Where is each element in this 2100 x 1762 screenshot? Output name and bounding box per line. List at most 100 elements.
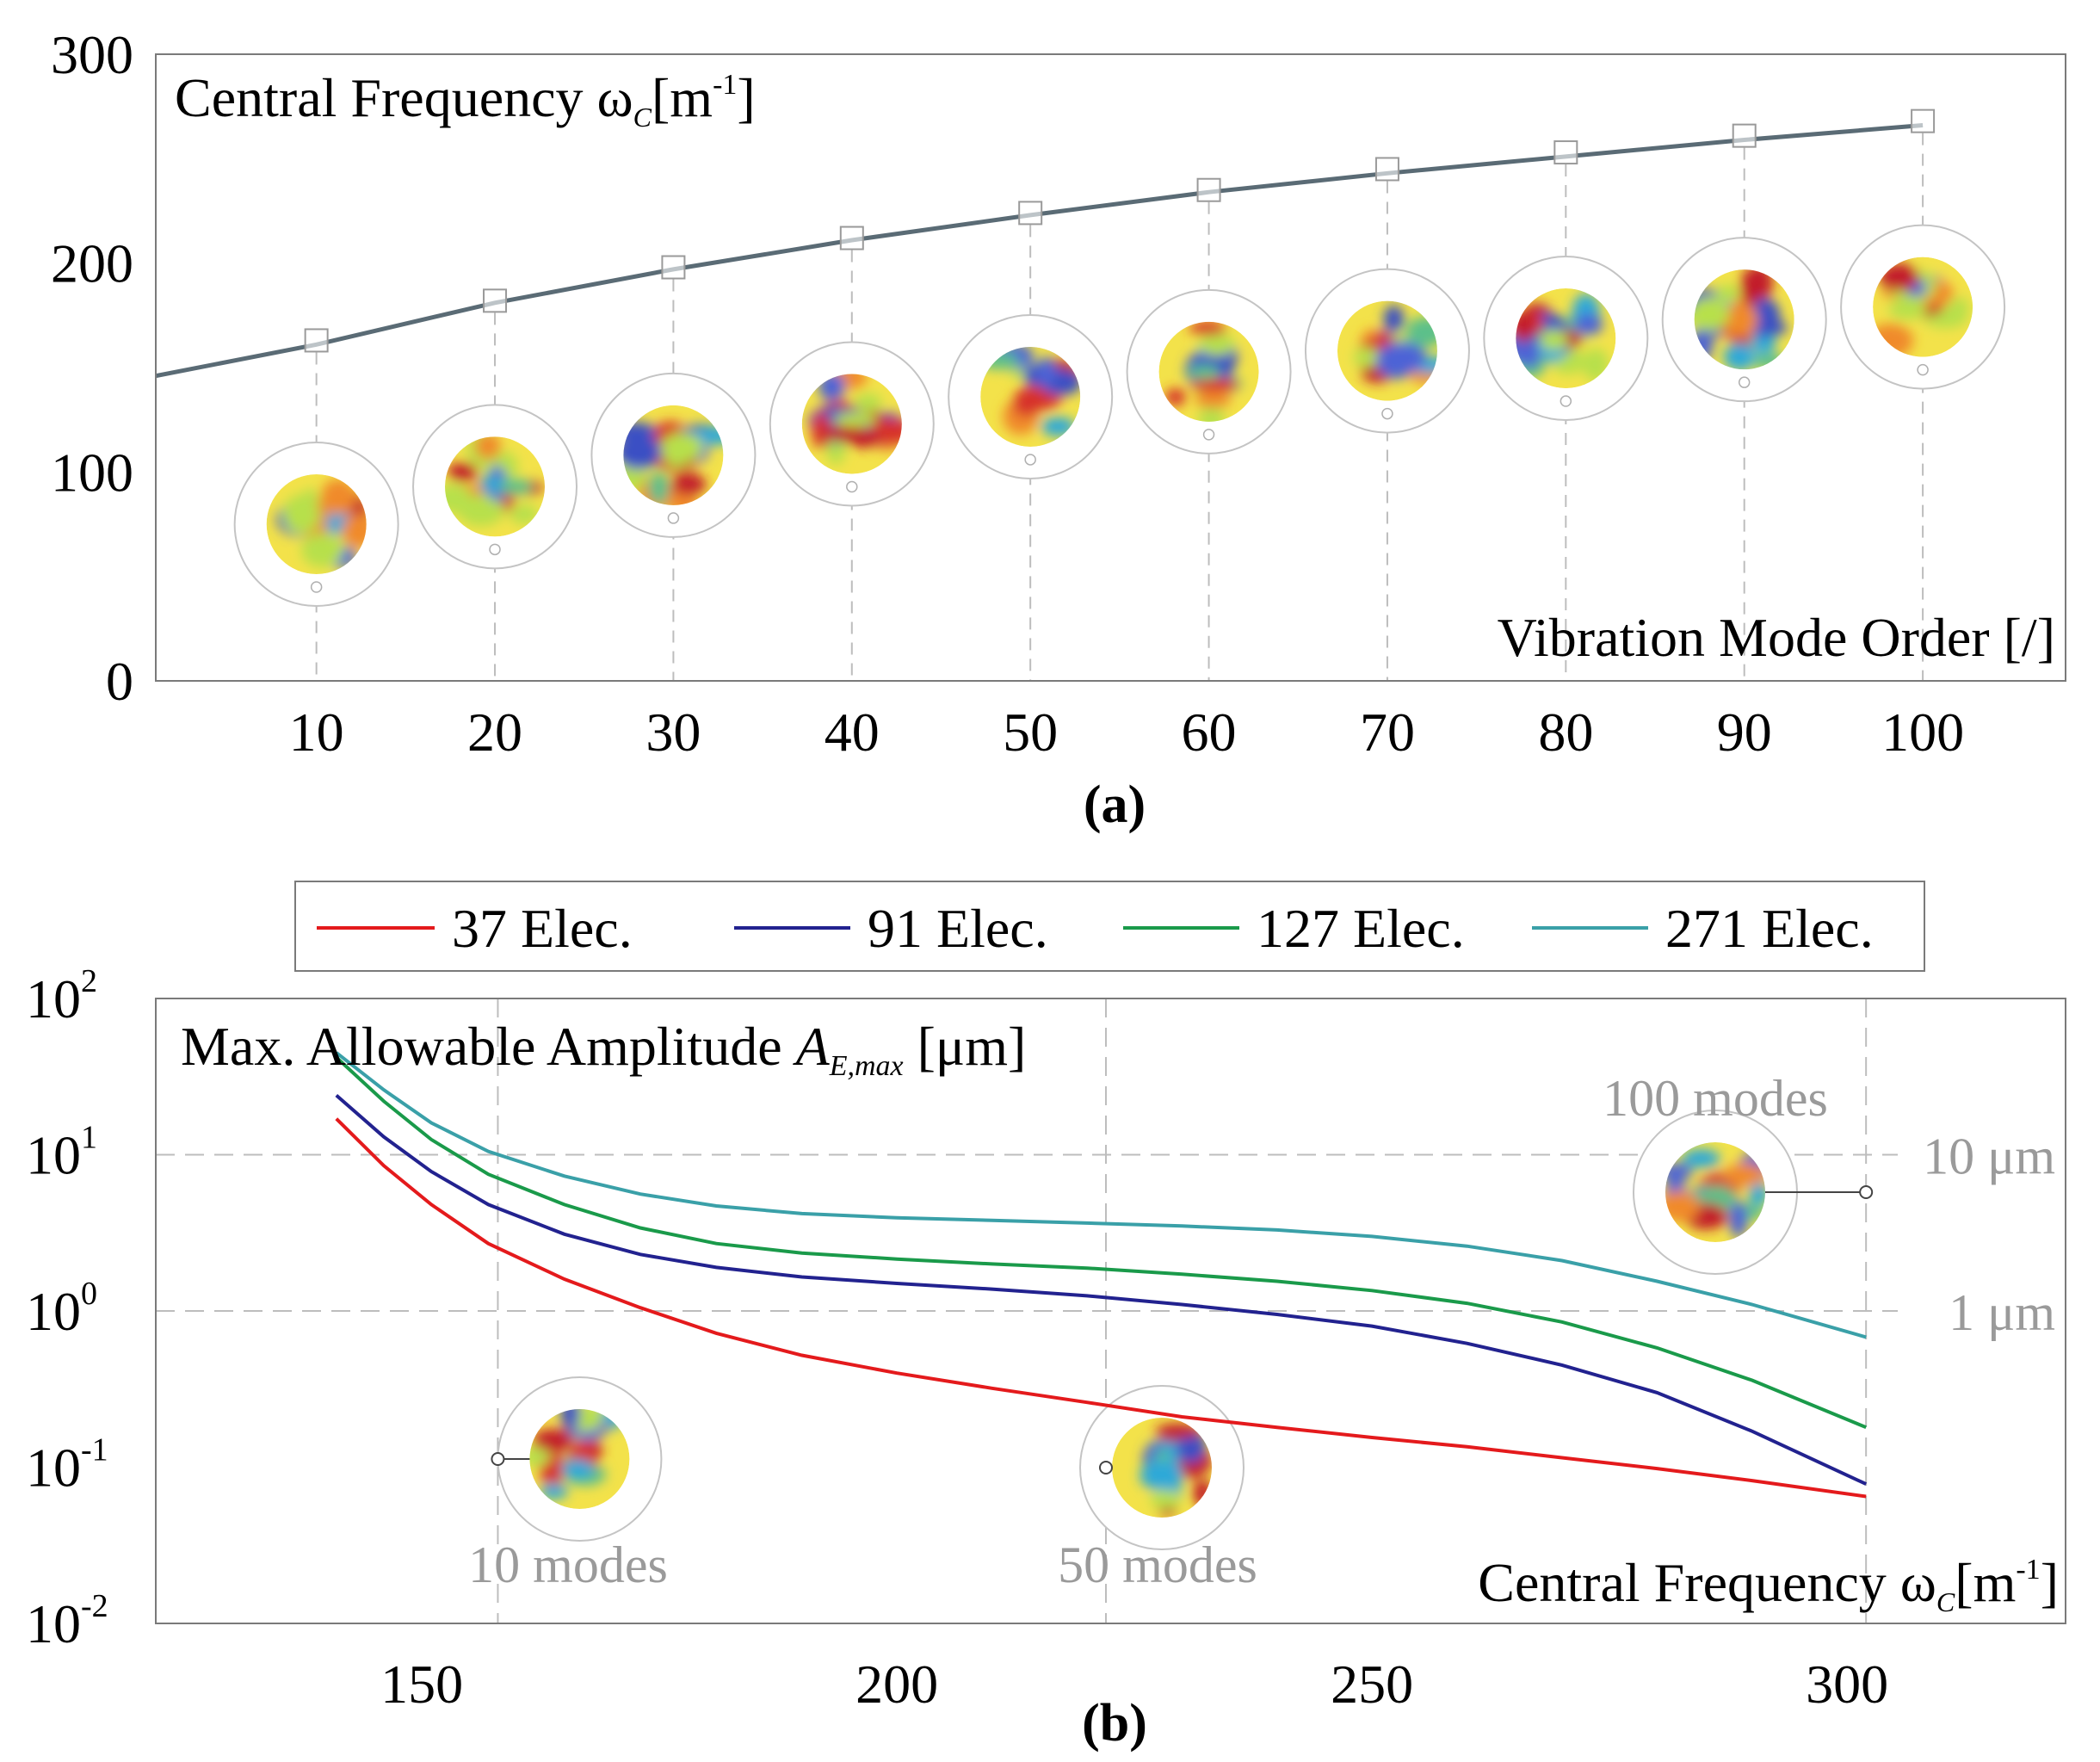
mode-shape-icon (948, 313, 1114, 479)
panel-b-y-tick-base: 10 (26, 1125, 81, 1186)
legend-item-91: 91 Elec. (734, 898, 1048, 959)
panel-a-marker (1553, 140, 1578, 165)
mode-shape-disk (980, 346, 1081, 447)
panel-b-mode-icon-disk (529, 1409, 630, 1509)
mode-shape-disk (1158, 321, 1259, 422)
mode-shape-pin (1738, 376, 1751, 388)
mode-shape-icon (590, 372, 757, 538)
panel-a-marker (839, 226, 864, 250)
mode-shape-icon (1661, 237, 1827, 403)
panel-b-x-tick-label: 150 (380, 1654, 463, 1715)
panel-a-x-tick-label: 80 (1538, 702, 1593, 763)
panel-b-y-tick-base: 10 (26, 1437, 81, 1499)
panel-b-mode-label: 50 modes (1058, 1536, 1257, 1593)
mode-shape-pin (1202, 429, 1215, 441)
panel-a-x-tick-label: 100 (1881, 702, 1964, 763)
panel-a-y-tick-label: 100 (51, 442, 133, 503)
panel-b-title: Max. Allowable Amplitude AE,max [μm] (181, 1016, 1026, 1082)
panel-b-reference-label: 10 μm (1923, 1128, 2055, 1185)
panel-b-y-tick-label: 10-1 (26, 1432, 108, 1499)
panel-b-y-tick-exponent: 0 (81, 1276, 97, 1312)
panel-b-mode-icon (1633, 1110, 1874, 1275)
panel-a-x-tick-label: 50 (1003, 702, 1058, 763)
panel-b-reference-labels: 10 μm 1 μm (1923, 1128, 2055, 1342)
mode-shape-icon (233, 442, 399, 607)
mode-shape-disk (801, 374, 902, 474)
panel-a-x-tick-label: 40 (825, 702, 880, 763)
mode-shape-disk (623, 405, 724, 505)
panel-b-y-tick-label: 102 (26, 963, 97, 1029)
panel-a-x-tick-label: 30 (645, 702, 701, 763)
panel-b-mode-icon-pin (1098, 1461, 1113, 1475)
panel-a-marker (1018, 201, 1043, 226)
panel-a-markers (304, 108, 1936, 353)
panel-a-marker (1374, 157, 1399, 182)
mode-shape-icon (769, 341, 935, 507)
legend-label-37: 37 Elec. (452, 898, 633, 959)
panel-a-title: Central Frequency ωC[m-1] (175, 67, 756, 133)
panel-a-title-unit-open: [m (652, 67, 713, 128)
mode-shape-icon (412, 404, 578, 570)
panel-a-marker (483, 288, 508, 313)
panel-b-series (335, 1051, 1868, 1499)
mode-shape-icon (1483, 256, 1649, 422)
panel-b-y-tick-exponent: -1 (81, 1432, 108, 1468)
panel-b-x-axis-label-subscript: C (1936, 1586, 1955, 1617)
panel-a: 0 100 200 300 10 20 30 40 50 60 70 80 90 100 Central… (51, 24, 2066, 834)
panel-a-marker (1732, 123, 1757, 148)
panel-b-mode-icons: 10 modes 50 modes 100 modes (468, 1070, 1874, 1593)
legend-item-127: 127 Elec. (1123, 898, 1465, 959)
mode-shape-icon (1304, 268, 1470, 434)
mode-shape-pin (310, 581, 323, 593)
panel-a-axes-frame (155, 53, 2066, 682)
mode-shape-disk (1694, 269, 1794, 370)
legend-box (294, 881, 1925, 972)
panel-a-mode-shape-icons (233, 224, 2006, 607)
mode-shape-disk (1516, 288, 1616, 389)
legend-label-271: 271 Elec. (1665, 898, 1874, 959)
panel-b-y-tick-label: 100 (26, 1276, 97, 1342)
panel-a-y-tick-label: 0 (106, 651, 133, 712)
panel-b-title-symbol: A (793, 1016, 831, 1077)
panel-b-x-axis-label-unit-open: [m (1955, 1552, 2016, 1613)
panel-a-y-tick-label: 200 (51, 233, 133, 294)
panel-b-x-axis-label-text: Central Frequency ω (1478, 1552, 1936, 1613)
panel-a-marker (304, 328, 329, 353)
mode-shape-pin (667, 512, 680, 524)
panel-b-y-tick-label: 10-2 (26, 1588, 108, 1654)
panel-b-title-text: Max. Allowable Amplitude (181, 1016, 796, 1077)
mode-shape-pin (846, 480, 858, 493)
panel-b-x-axis-label-unit-close: ] (2041, 1552, 2059, 1613)
panel-b-x-axis-label: Central Frequency ωC[m-1] (1478, 1552, 2059, 1617)
panel-b-y-tick-base: 10 (26, 1281, 81, 1342)
panel-b-x-tick-label: 300 (1806, 1654, 1888, 1715)
mode-shape-pin (1917, 363, 1929, 376)
legend-item-37: 37 Elec. (317, 898, 633, 959)
panel-b-y-tick-base: 10 (26, 1593, 81, 1654)
legend-label-127: 127 Elec. (1257, 898, 1465, 959)
mode-shape-pin (1560, 395, 1572, 407)
panel-b-y-tick-base: 10 (26, 968, 81, 1029)
panel-b-mode-icon-pin (491, 1452, 505, 1466)
mode-shape-pin (1024, 454, 1036, 466)
panel-a-title-unit-exp: -1 (713, 69, 737, 101)
panel-b-x-tick-label: 200 (855, 1654, 938, 1715)
mode-shape-pin (489, 543, 501, 556)
panel-b-title-subscript: E,max (829, 1050, 904, 1082)
panel-a-x-tick-label: 10 (289, 702, 344, 763)
panel-a-guides (315, 133, 1924, 681)
panel-b-mode-icon-pin (1859, 1185, 1874, 1199)
mode-shape-disk (266, 474, 367, 574)
panel-a-title-subscript: C (633, 102, 652, 133)
panel-b-label: (b) (1082, 1694, 1147, 1753)
panel-a-marker (1196, 177, 1221, 202)
panel-a-title-text: Central Frequency ω (175, 67, 633, 128)
legend-item-271: 271 Elec. (1532, 898, 1874, 959)
mode-shape-pin (1381, 407, 1393, 420)
mode-shape-disk (445, 436, 546, 537)
panel-b-x-ticks: 150 200 250 300 (380, 1654, 1888, 1715)
panel-a-x-tick-label: 70 (1360, 702, 1415, 763)
panel-b-reference-label: 1 μm (1949, 1284, 2055, 1341)
